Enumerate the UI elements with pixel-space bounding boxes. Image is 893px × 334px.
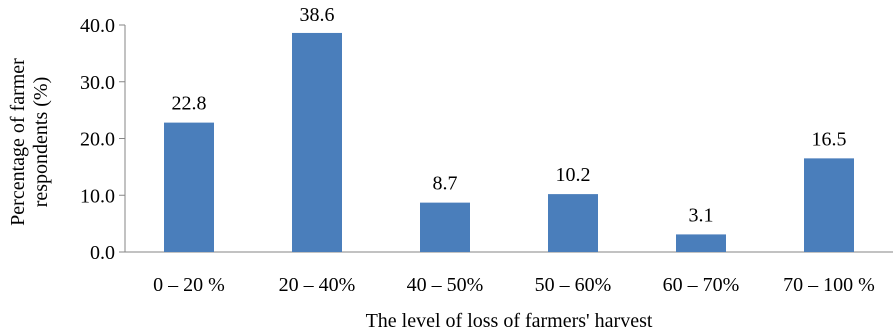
y-axis: 0.0 10.0 20.0 30.0 40.0 — [80, 15, 126, 264]
y-axis-title-line-2: respondents (%) — [30, 77, 52, 208]
y-axis-title-line-1: Percentage of farmer — [7, 58, 29, 226]
x-tick-label: 20 – 40% — [279, 274, 356, 296]
data-label: 10.2 — [556, 164, 591, 186]
data-label: 22.8 — [172, 93, 207, 115]
data-label: 3.1 — [689, 204, 714, 226]
y-tick-label: 0.0 — [90, 242, 115, 264]
x-tick-label: 40 – 50% — [407, 274, 484, 296]
x-tick-label: 70 – 100 % — [783, 274, 875, 296]
bar — [804, 158, 854, 252]
bar — [164, 122, 214, 252]
x-tick-label: 50 – 60% — [535, 274, 612, 296]
x-tick-labels: 0 – 20 % 20 – 40% 40 – 50% 50 – 60% 60 – 70%… — [153, 274, 875, 296]
data-label: 38.6 — [300, 4, 335, 26]
data-labels: 22.8 38.6 8.7 10.2 3.1 16.5 — [172, 4, 847, 226]
x-axis-title: The level of loss of farmers' harvest — [366, 310, 653, 332]
bar — [548, 194, 598, 252]
x-tick-label: 60 – 70% — [663, 274, 740, 296]
bar — [292, 32, 342, 252]
y-tick-label: 40.0 — [80, 15, 115, 37]
y-tick-label: 30.0 — [80, 72, 115, 94]
bar-series — [164, 32, 854, 252]
bar — [676, 234, 726, 252]
x-tick-label: 0 – 20 % — [153, 274, 225, 296]
y-tick-label: 20.0 — [80, 129, 115, 151]
bar — [420, 202, 470, 252]
data-label: 16.5 — [812, 128, 847, 150]
data-label: 8.7 — [433, 173, 458, 195]
y-tick-label: 10.0 — [80, 185, 115, 207]
y-axis-title: Percentage of farmer respondents (%) — [7, 58, 52, 226]
